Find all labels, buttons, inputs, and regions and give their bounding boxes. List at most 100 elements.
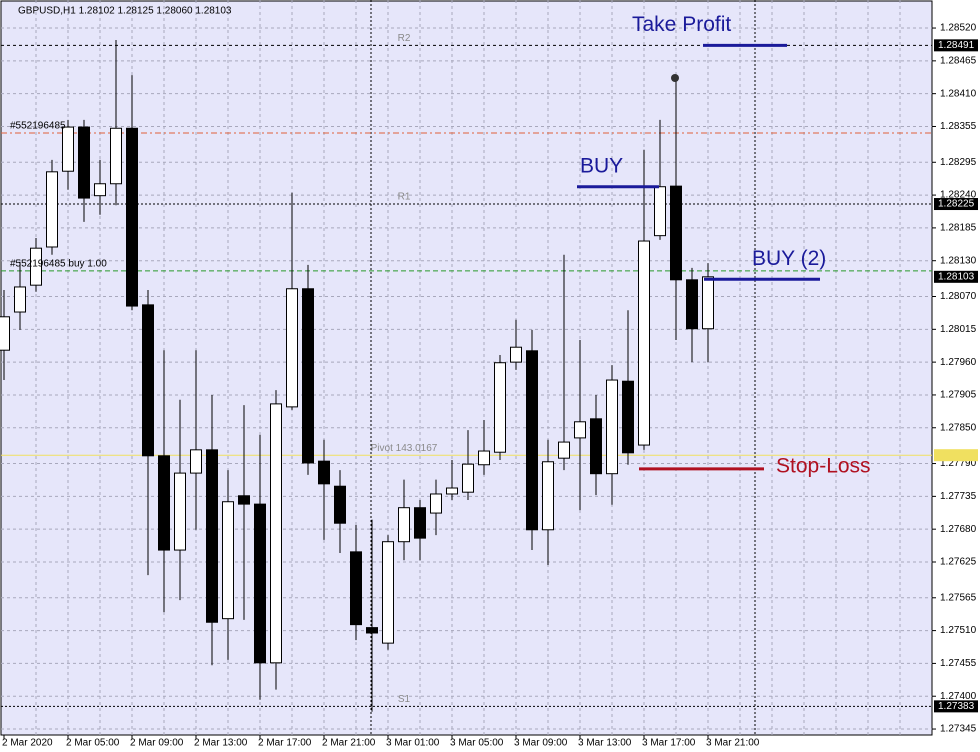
y-tick-label: 1.27960 <box>940 357 977 368</box>
annotation-label: Stop-Loss <box>776 454 871 477</box>
candle-body <box>414 507 426 539</box>
y-tick-label: 1.27455 <box>940 658 977 669</box>
candle-body <box>318 460 330 485</box>
candle-body <box>302 288 314 464</box>
candle-body <box>430 493 442 514</box>
candle-body <box>254 503 266 664</box>
candle-body <box>542 461 554 531</box>
x-tick-label: 3 Mar 05:00 <box>450 738 504 749</box>
candles <box>0 39 714 712</box>
candle-body <box>590 418 602 475</box>
candle-body <box>702 276 714 330</box>
candle-body <box>126 127 138 307</box>
x-tick-label: 2 Mar 09:00 <box>130 738 184 749</box>
x-tick-label: 2 Mar 17:00 <box>258 738 312 749</box>
x-tick-label: 2 Mar 13:00 <box>194 738 248 749</box>
price-label: 1.28491 <box>938 40 975 51</box>
y-tick-label: 1.27735 <box>940 491 977 502</box>
candle-body <box>462 463 474 493</box>
y-tick-label: 1.28185 <box>940 223 977 234</box>
y-tick-label: 1.27905 <box>940 390 977 401</box>
candle-body <box>0 316 10 351</box>
pivot-level-label: R1 <box>398 192 411 203</box>
candle-body <box>286 288 298 408</box>
x-tick-label: 2 Mar 21:00 <box>322 738 376 749</box>
price-label: 1.28103 <box>938 271 975 282</box>
pivot-level-label: Pivot 143.0167 <box>371 443 438 454</box>
x-tick-label: 3 Mar 01:00 <box>386 738 440 749</box>
candle-body <box>366 627 378 634</box>
candle-body <box>30 247 42 286</box>
candle-body <box>398 507 410 543</box>
candle-body <box>574 421 586 439</box>
y-tick-label: 1.28240 <box>940 190 977 201</box>
candle-body <box>510 346 522 363</box>
candle-body <box>654 186 666 237</box>
candle-body <box>110 127 122 185</box>
price-label-box <box>934 270 978 283</box>
price-label: 1.28225 <box>938 199 975 210</box>
overlays: R2 R1 Pivot 143.0167 S1 #552196485 #552196485… <box>10 13 871 705</box>
candle-body <box>94 183 106 197</box>
x-tick-label: 2 Mar 05:00 <box>66 738 120 749</box>
candle-body <box>14 286 26 313</box>
candle-body <box>494 362 506 453</box>
y-tick-label: 1.28465 <box>940 55 977 66</box>
y-tick-label: 1.27625 <box>940 557 977 568</box>
order-label: #552196485 <box>10 121 66 132</box>
y-tick-label: 1.28355 <box>940 121 977 132</box>
candle-body <box>222 501 234 620</box>
y-tick-label: 1.27400 <box>940 691 977 702</box>
candle-body <box>686 279 698 330</box>
y-tick-label: 1.27510 <box>940 625 977 636</box>
price-label: 1.27383 <box>938 701 975 712</box>
x-tick-label: 3 Mar 17:00 <box>642 738 696 749</box>
candle-body <box>670 185 682 281</box>
price-label-box <box>934 700 978 713</box>
candle-body <box>350 551 362 626</box>
marker <box>671 74 679 82</box>
candle-body <box>606 379 618 475</box>
candle-body <box>334 485 346 524</box>
grid <box>1 0 932 735</box>
candle-body <box>238 495 250 505</box>
x-tick-label: 3 Mar 21:00 <box>706 738 760 749</box>
candle-body <box>622 380 634 454</box>
candle-body <box>446 487 458 495</box>
y-tick-label: 1.27790 <box>940 458 977 469</box>
annotation-label: Take Profit <box>632 13 731 36</box>
candle-body <box>526 350 538 531</box>
y-tick-label: 1.28410 <box>940 88 977 99</box>
y-tick-label: 1.27680 <box>940 524 977 535</box>
y-tick-label: 1.27345 <box>940 724 977 735</box>
y-tick-label: 1.28520 <box>940 23 977 34</box>
x-tick-label: 3 Mar 09:00 <box>514 738 568 749</box>
y-tick-label: 1.27850 <box>940 422 977 433</box>
candle-body <box>558 441 570 459</box>
pivot-level-label: R2 <box>398 33 411 44</box>
y-tick-label: 1.27565 <box>940 592 977 603</box>
y-tick-label: 1.28130 <box>940 255 977 266</box>
price-label-box <box>934 39 978 52</box>
order-label: #552196485 buy 1.00 <box>10 258 107 269</box>
x-tick-label: 3 Mar 13:00 <box>578 738 632 749</box>
y-tick-label: 1.28295 <box>940 157 977 168</box>
candle-body <box>78 126 90 199</box>
candle-body <box>174 472 186 551</box>
candle-body <box>478 450 490 466</box>
pivot-level-label: S1 <box>398 694 411 705</box>
x-tick-label: 2 Mar 2020 <box>2 738 53 749</box>
candle-body <box>270 403 282 664</box>
candle-body <box>158 455 170 551</box>
y-tick-label: 1.28070 <box>940 291 977 302</box>
candle-body <box>382 541 394 644</box>
candle-body <box>142 304 154 457</box>
price-label-box <box>934 198 978 211</box>
annotation-label: BUY (2) <box>752 247 826 270</box>
candle-body <box>190 449 202 474</box>
candle-body <box>62 126 74 172</box>
pivot-price-box <box>934 449 978 462</box>
y-tick-label: 1.28015 <box>940 324 977 335</box>
chart-title: GBPUSD,H1 1.28102 1.28125 1.28060 1.2810… <box>18 6 232 17</box>
